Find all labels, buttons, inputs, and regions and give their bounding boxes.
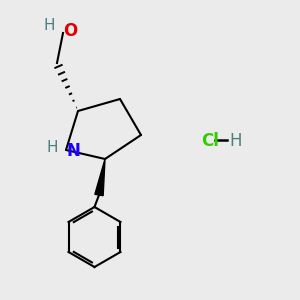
- Text: H: H: [44, 18, 55, 33]
- Polygon shape: [95, 159, 105, 196]
- Text: O: O: [63, 22, 78, 40]
- Text: H: H: [230, 132, 242, 150]
- Text: H: H: [47, 140, 58, 154]
- Text: N: N: [67, 142, 80, 160]
- Text: Cl: Cl: [201, 132, 219, 150]
